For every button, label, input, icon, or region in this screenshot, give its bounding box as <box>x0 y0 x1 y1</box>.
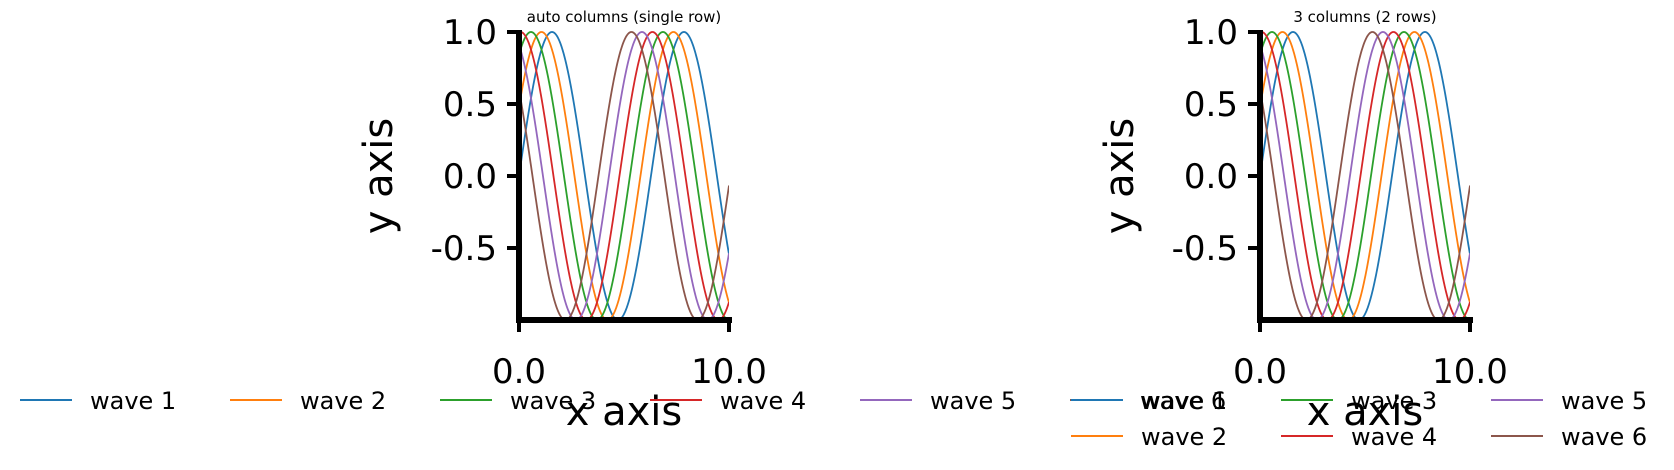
series-line-1 <box>1260 31 1470 321</box>
legend-entry: wave 4 <box>1351 423 1437 451</box>
y-tick-label: 0.0 <box>1184 157 1238 197</box>
plot-area <box>1260 31 1470 321</box>
plot-area <box>519 31 729 321</box>
series-line-4 <box>519 31 729 321</box>
legend-entry: wave 2 <box>300 387 386 415</box>
chart-left: 1.0 0.5 0.0 -0.5 0.0 10.0 auto columns (single… <box>20 8 1226 435</box>
y-tick-label: -0.5 <box>431 229 497 269</box>
y-tick-label: 0.5 <box>1184 85 1238 125</box>
y-tick-label: 0.0 <box>443 157 497 197</box>
chart-right: 1.0 0.5 0.0 -0.5 0.0 10.0 3 columns (2 rows) y … <box>1071 8 1647 451</box>
chart-title: 3 columns (2 rows) <box>1293 8 1436 26</box>
legend-entry: wave 5 <box>930 387 1016 415</box>
chart-title: auto columns (single row) <box>527 8 722 26</box>
x-tick-label: 0.0 <box>492 352 546 392</box>
legend-entry: wave 3 <box>510 387 596 415</box>
legend-entry: wave 1 <box>1141 387 1227 415</box>
series-line-3 <box>1260 31 1470 321</box>
series-line-2 <box>519 31 729 321</box>
x-tick-label: 0.0 <box>1233 352 1287 392</box>
x-axis-label: x axis <box>1307 389 1424 435</box>
x-axis-label: x axis <box>566 389 683 435</box>
legend-entry: wave 6 <box>1561 423 1647 451</box>
y-tick-label: 0.5 <box>443 85 497 125</box>
series-line-3 <box>519 31 729 321</box>
series-line-4 <box>1260 31 1470 321</box>
series-line-1 <box>519 31 729 321</box>
series-line-5 <box>1260 31 1470 321</box>
y-tick-label: 1.0 <box>1184 13 1238 53</box>
x-tick-label: 10.0 <box>1432 352 1508 392</box>
y-axis-label: y axis <box>356 118 402 235</box>
y-axis-label: y axis <box>1097 118 1143 235</box>
legend-entry: wave 1 <box>90 387 176 415</box>
legend-entry: wave 6 <box>1140 387 1226 415</box>
legend-entry: wave 4 <box>720 387 806 415</box>
legend-entry: wave 2 <box>1141 423 1227 451</box>
series-line-2 <box>1260 31 1470 321</box>
y-tick-label: -0.5 <box>1172 229 1238 269</box>
legend-entry: wave 3 <box>1351 387 1437 415</box>
legend: wave 1 wave 2 wave 3 wave 4 wave 5 wave 6 <box>1071 387 1647 451</box>
series-line-5 <box>519 31 729 321</box>
y-tick-label: 1.0 <box>443 13 497 53</box>
x-tick-label: 10.0 <box>691 352 767 392</box>
legend: wave 1 wave 2 wave 3 wave 4 wave 5 wave 6 <box>20 387 1226 415</box>
legend-entry: wave 5 <box>1561 387 1647 415</box>
